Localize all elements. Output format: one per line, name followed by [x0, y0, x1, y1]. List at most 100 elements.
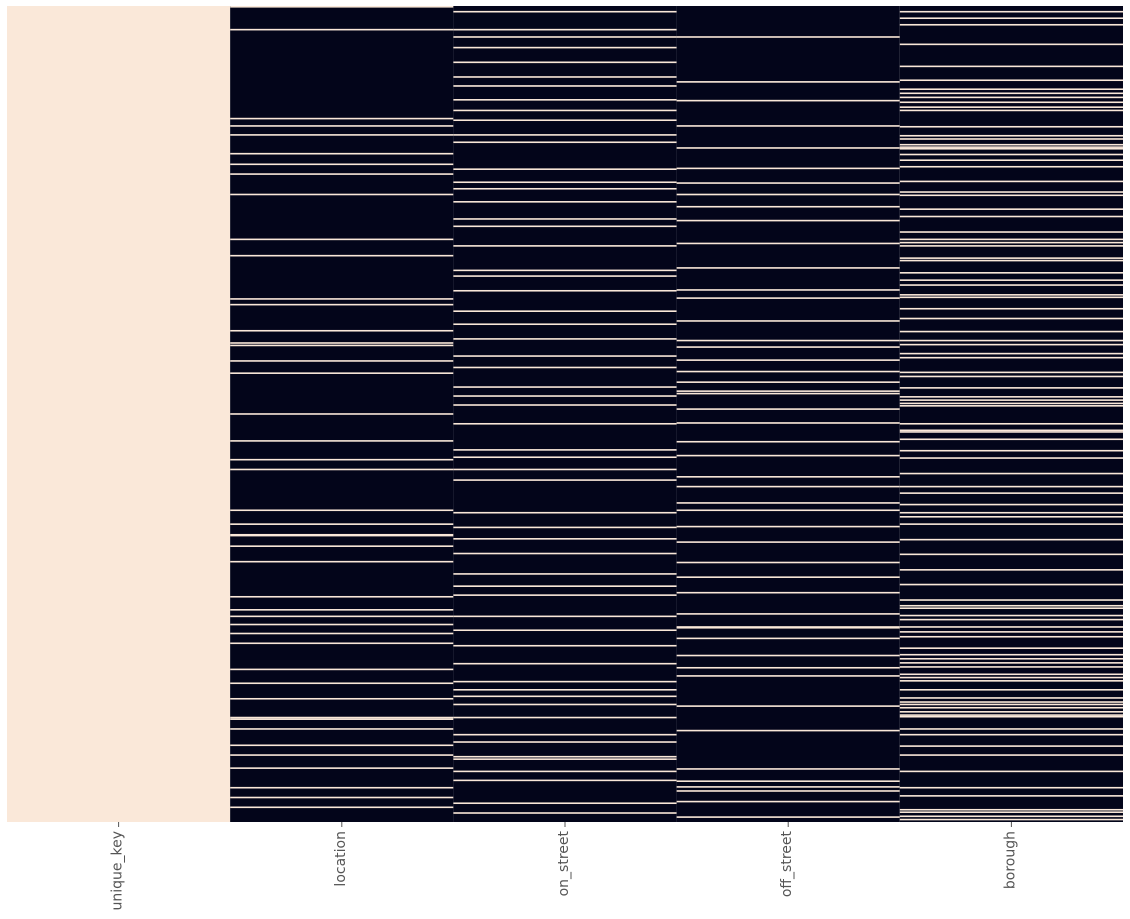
missing-cell-off-street [676, 167, 900, 170]
missing-cell-borough [899, 631, 1123, 633]
missing-cell-location [230, 254, 454, 257]
missing-cell-on-street [453, 703, 677, 706]
missing-cell-borough [899, 109, 1123, 112]
missing-cell-borough [899, 733, 1123, 736]
missing-cell-off-street [676, 81, 900, 83]
missing-cell-borough [899, 159, 1123, 162]
missing-cell-on-street [453, 181, 677, 184]
missing-cell-on-street [453, 526, 677, 529]
missing-cell-borough [899, 402, 1123, 405]
missing-cell-location [230, 509, 454, 512]
missing-cell-off-street [676, 729, 900, 732]
missing-cell-borough [899, 330, 1123, 333]
missing-cell-on-street [453, 187, 677, 190]
missing-cell-off-street [676, 99, 900, 102]
missing-cell-borough [899, 165, 1123, 168]
missing-cell-on-street [453, 323, 677, 326]
missing-cell-on-street [453, 644, 677, 647]
column-on-street [453, 6, 677, 822]
missing-cell-borough [899, 438, 1123, 441]
missing-cell-location [230, 796, 454, 799]
missing-cell-location [230, 152, 454, 155]
missing-cell-borough [899, 728, 1123, 730]
missing-cell-location [230, 163, 454, 166]
missing-cell-off-street [676, 381, 900, 383]
missing-cell-borough [899, 666, 1123, 668]
missing-cell-borough [899, 296, 1123, 299]
missing-cell-location [230, 718, 454, 720]
missing-cell-off-street [676, 242, 900, 245]
missing-cell-borough [899, 245, 1123, 247]
missing-cell-on-street [453, 218, 677, 220]
missing-cell-location [230, 342, 454, 344]
missing-cell-on-street [453, 755, 677, 758]
missing-cell-borough [899, 65, 1123, 68]
missing-cell-location [230, 372, 454, 374]
missing-cell-on-street [453, 688, 677, 691]
missing-cell-borough [899, 257, 1123, 259]
missing-cell-location [230, 533, 454, 537]
missing-cell-borough [899, 457, 1123, 459]
missing-cell-borough [899, 770, 1123, 773]
missing-cell-borough [899, 697, 1123, 699]
missing-cell-borough [899, 215, 1123, 218]
missing-cell-location [230, 238, 454, 241]
missing-cell-location [230, 468, 454, 471]
missing-cell-on-street [453, 802, 677, 805]
missing-cell-on-street [453, 245, 677, 247]
missing-cell-borough [899, 10, 1123, 13]
missing-cell-borough [899, 635, 1123, 638]
missing-cell-on-street [453, 386, 677, 388]
missing-cell-borough [899, 492, 1123, 494]
missing-cell-location [230, 744, 454, 747]
missing-cell-on-street [453, 758, 677, 760]
missing-cell-borough [899, 583, 1123, 586]
missing-cell-on-street [453, 538, 677, 540]
missing-cell-off-street [676, 502, 900, 504]
missing-cell-borough [899, 815, 1123, 818]
missing-cell-on-street [453, 76, 677, 78]
missing-cell-on-street [453, 355, 677, 357]
missing-cell-on-street [453, 468, 677, 471]
missing-cell-borough [899, 604, 1123, 607]
missing-cell-borough [899, 134, 1123, 137]
column-borough [899, 6, 1123, 822]
missing-cell-off-street [676, 320, 900, 322]
missing-cell-location [230, 117, 454, 120]
missing-cell-borough [899, 745, 1123, 747]
missing-cell-on-street [453, 10, 677, 13]
missing-cell-off-street [676, 454, 900, 457]
missing-cell-location [230, 458, 454, 461]
missing-cell-borough [899, 147, 1123, 150]
missing-cell-off-street [676, 780, 900, 782]
missing-cell-on-street [453, 61, 677, 64]
missing-cell-borough [899, 138, 1123, 140]
missing-cell-location [230, 173, 454, 175]
missing-cell-borough [899, 405, 1123, 407]
missing-cell-borough [899, 714, 1123, 716]
missing-cell-off-street [676, 346, 900, 348]
missing-cell-location [230, 623, 454, 626]
missing-cell-borough [899, 653, 1123, 656]
missing-cell-off-street [676, 297, 900, 299]
missing-cell-off-street [676, 816, 900, 818]
missing-cell-on-street [453, 511, 677, 514]
missing-cell-on-street [453, 109, 677, 112]
missing-cell-on-street [453, 733, 677, 736]
missing-cell-location [230, 193, 454, 196]
missing-cell-on-street [453, 141, 677, 144]
missing-cell-borough [899, 795, 1123, 797]
missing-cell-off-street [676, 613, 900, 615]
missing-cell-on-street [453, 99, 677, 101]
missing-cell-on-street [453, 629, 677, 632]
missing-cell-borough [899, 754, 1123, 756]
missing-cell-borough [899, 662, 1123, 664]
missing-cell-borough [899, 429, 1123, 432]
missing-cell-borough [899, 680, 1123, 682]
missing-cell-borough [899, 647, 1123, 649]
column-off-street [676, 6, 900, 822]
missing-cell-location [230, 298, 454, 300]
x-tick-label-location: location [333, 831, 349, 887]
missing-cell-off-street [676, 705, 900, 707]
